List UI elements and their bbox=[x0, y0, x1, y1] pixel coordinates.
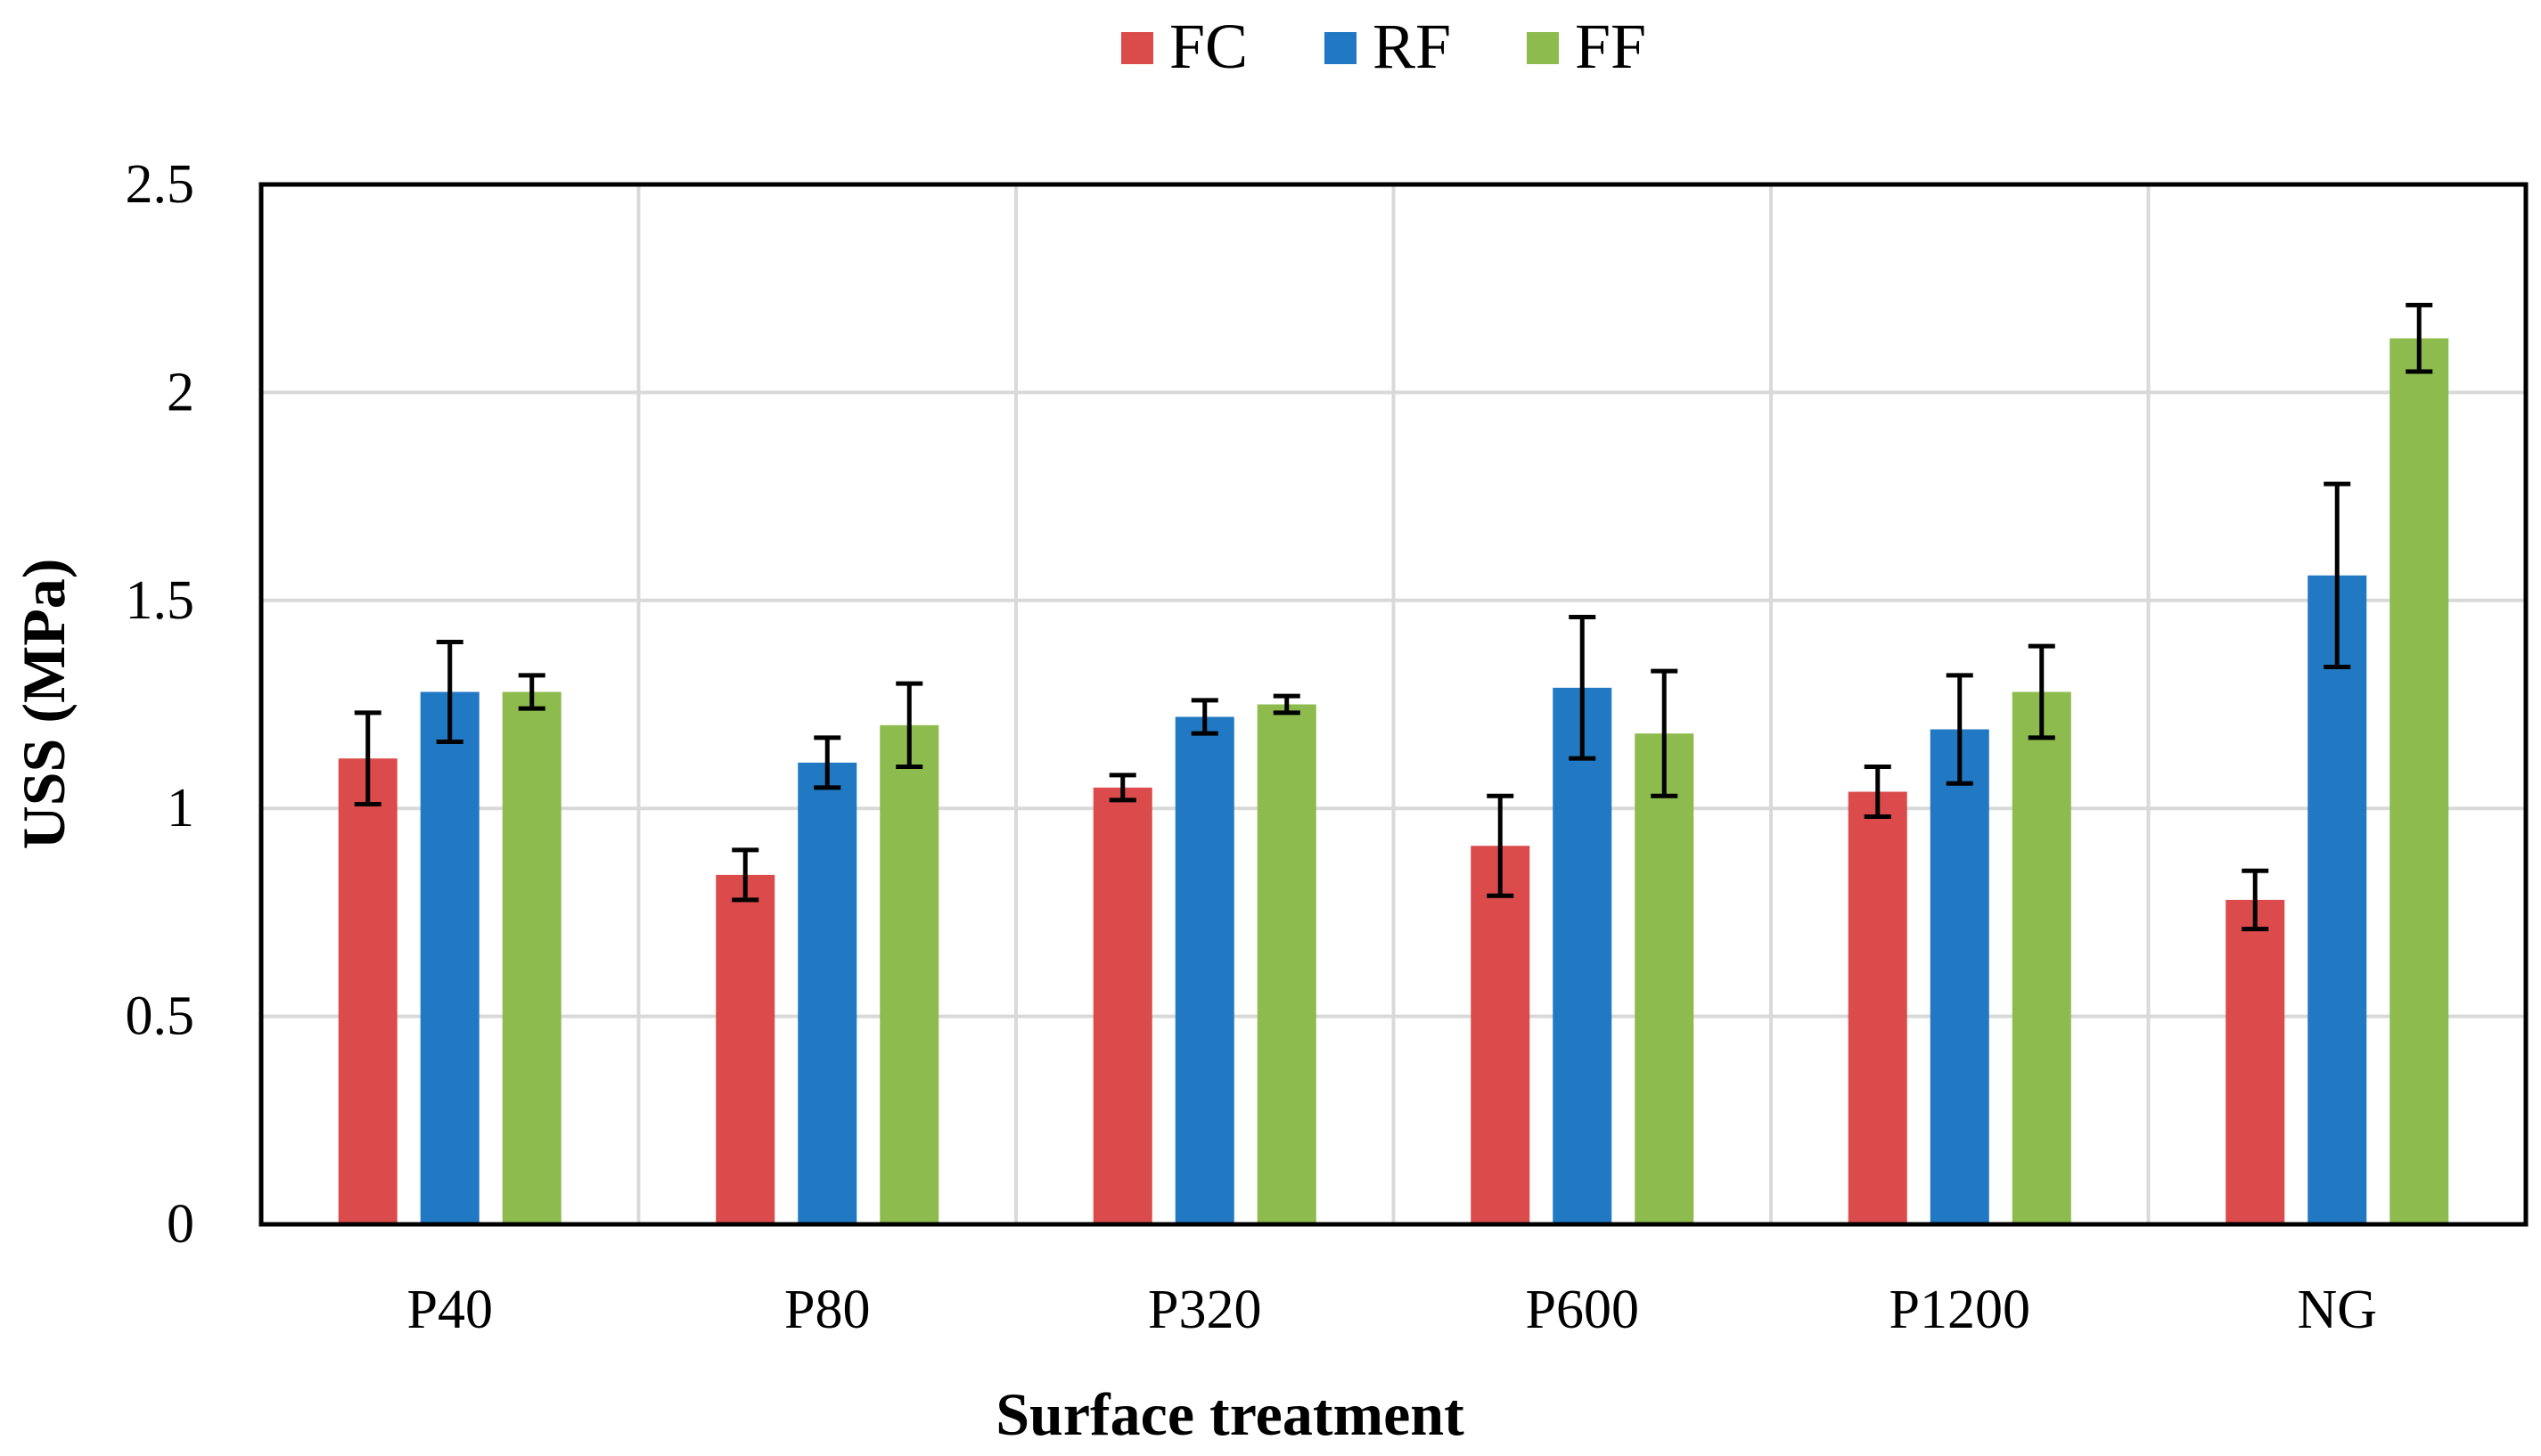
error-bar bbox=[1273, 693, 1300, 716]
legend-label-ff: FF bbox=[1575, 11, 1646, 82]
bar-rf bbox=[1930, 729, 1989, 1224]
bar-fc bbox=[2225, 899, 2285, 1224]
legend-swatch-ff bbox=[1527, 32, 1559, 64]
y-tick-label: 0.5 bbox=[126, 986, 195, 1047]
bar-fc bbox=[1471, 846, 1530, 1224]
error-bar bbox=[814, 735, 841, 790]
legend-label-rf: RF bbox=[1373, 11, 1451, 82]
bar-ff bbox=[1257, 704, 1316, 1224]
error-bars bbox=[354, 302, 2433, 932]
error-bar bbox=[1109, 773, 1136, 803]
error-bar bbox=[2324, 481, 2351, 669]
error-bar bbox=[2406, 302, 2433, 374]
legend-label-fc: FC bbox=[1169, 11, 1248, 82]
y-tick-label: 2 bbox=[167, 362, 194, 422]
y-tick-label: 2.5 bbox=[126, 154, 195, 215]
bar-rf bbox=[798, 762, 857, 1224]
bar-ff bbox=[502, 691, 561, 1224]
legend: FC RF FF bbox=[1121, 11, 1646, 82]
error-bar bbox=[2242, 868, 2269, 932]
plot-area-border bbox=[258, 182, 2529, 1227]
error-bar bbox=[1487, 793, 1514, 898]
error-bar bbox=[1191, 698, 1218, 736]
x-tick-label: P320 bbox=[1148, 1280, 1261, 1340]
x-axis-ticks: P40 P80 P320 P600 P1200 NG bbox=[407, 1280, 2378, 1340]
error-bar bbox=[1864, 765, 1891, 820]
bar-ff bbox=[1635, 733, 1694, 1224]
gridlines bbox=[261, 184, 2526, 1224]
error-bar bbox=[2028, 643, 2055, 740]
error-bar bbox=[732, 847, 759, 903]
bar-rf bbox=[420, 691, 480, 1224]
legend-swatch-fc bbox=[1121, 32, 1153, 64]
legend-swatch-rf bbox=[1324, 32, 1357, 64]
bars bbox=[338, 338, 2449, 1224]
bar-fc bbox=[1093, 787, 1152, 1224]
bar-fc bbox=[338, 758, 398, 1224]
y-axis-ticks: 0 0.5 1 1.5 2 2.5 bbox=[126, 154, 195, 1255]
x-tick-label: P80 bbox=[784, 1280, 870, 1340]
error-bar bbox=[436, 639, 463, 745]
bar-rf bbox=[2307, 575, 2367, 1224]
y-tick-label: 1 bbox=[167, 778, 194, 838]
bar-rf bbox=[1175, 716, 1234, 1224]
error-bar bbox=[354, 710, 381, 807]
error-bar bbox=[1946, 673, 1973, 786]
x-axis-title: Surface treatment bbox=[996, 1380, 1464, 1448]
error-bar bbox=[896, 681, 923, 770]
bar-ff bbox=[2012, 691, 2071, 1224]
y-tick-label: 1.5 bbox=[126, 570, 195, 631]
x-tick-label: P1200 bbox=[1889, 1280, 2030, 1340]
error-bar bbox=[1569, 614, 1596, 761]
x-tick-label: NG bbox=[2297, 1280, 2377, 1340]
bar-rf bbox=[1553, 687, 1612, 1224]
bar-ff bbox=[2389, 338, 2449, 1224]
bar-fc bbox=[1848, 791, 1907, 1224]
x-tick-label: P40 bbox=[407, 1280, 493, 1340]
bar-fc bbox=[716, 874, 775, 1224]
error-bar bbox=[518, 673, 545, 711]
error-bar bbox=[1651, 668, 1678, 798]
y-axis-title: USS (MPa) bbox=[10, 559, 78, 850]
x-tick-label: P600 bbox=[1526, 1280, 1639, 1340]
y-tick-label: 0 bbox=[167, 1194, 194, 1255]
bar-ff bbox=[880, 724, 939, 1224]
